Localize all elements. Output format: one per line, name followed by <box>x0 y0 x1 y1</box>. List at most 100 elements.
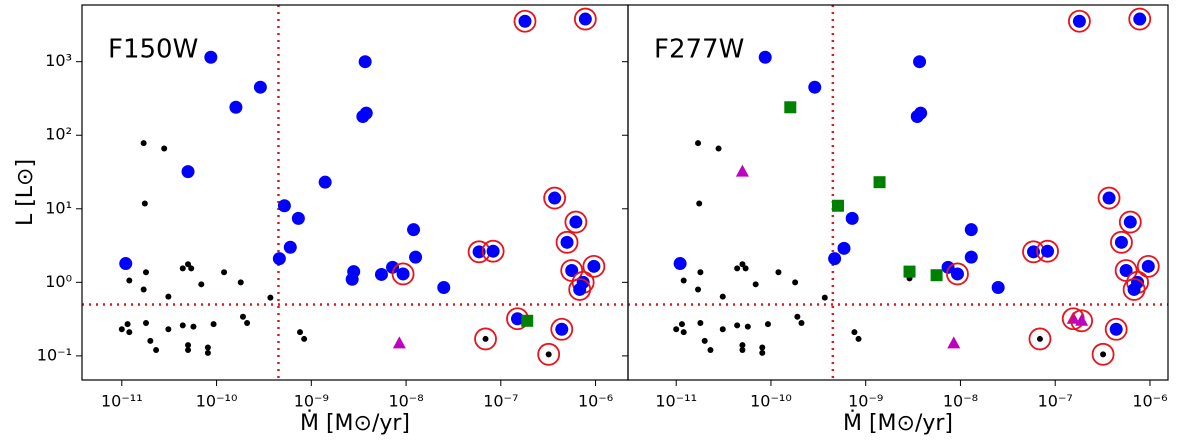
point <box>143 269 150 276</box>
point <box>1102 191 1116 205</box>
point <box>680 329 687 336</box>
point <box>1041 244 1055 258</box>
point <box>719 293 726 300</box>
point <box>752 281 759 288</box>
point <box>845 211 859 225</box>
point <box>229 100 243 114</box>
point <box>855 335 862 342</box>
point <box>140 286 147 293</box>
highlight-ring <box>1091 342 1115 366</box>
point <box>758 50 772 64</box>
point <box>318 175 332 189</box>
point <box>569 215 583 229</box>
point <box>739 261 746 268</box>
point <box>680 277 687 284</box>
point <box>126 329 133 336</box>
point <box>237 279 244 286</box>
point <box>118 326 125 333</box>
x-tick-label: 10⁻⁹ <box>848 392 883 411</box>
point <box>253 80 267 94</box>
point <box>198 281 205 288</box>
point <box>1072 14 1086 28</box>
highlight-ring <box>550 317 574 341</box>
point <box>518 14 532 28</box>
point <box>578 12 592 26</box>
point <box>409 250 423 264</box>
highlight-ring <box>474 327 497 351</box>
highlight-ring <box>568 278 592 301</box>
point <box>179 322 186 329</box>
highlight-ring <box>1067 9 1091 33</box>
y-axis-label: L [L⊙] <box>13 159 38 226</box>
point <box>185 347 192 354</box>
highlight-ring <box>1070 309 1094 333</box>
point <box>510 312 524 326</box>
point <box>775 269 782 276</box>
highlight-ring <box>1128 7 1152 31</box>
highlight-ring <box>564 210 588 234</box>
point <box>482 335 489 342</box>
point <box>119 257 133 271</box>
highlight-ring <box>1036 239 1059 263</box>
point <box>1100 351 1107 358</box>
highlight-ring <box>513 9 537 33</box>
highlight-ring <box>1114 259 1138 282</box>
point <box>828 252 842 266</box>
point <box>695 286 702 293</box>
point <box>347 265 361 279</box>
x-tick-label: 10⁻¹¹ <box>655 392 697 411</box>
point <box>165 326 172 333</box>
y-tick-label: 10⁻¹ <box>37 345 72 364</box>
point <box>673 326 680 333</box>
point <box>734 322 741 329</box>
highlight-ring <box>481 239 505 263</box>
point <box>297 329 304 336</box>
point <box>964 250 978 264</box>
point <box>739 347 746 354</box>
point <box>913 55 927 69</box>
panel-title: F150W <box>108 35 198 65</box>
point <box>734 265 741 272</box>
point <box>742 265 749 272</box>
point <box>437 281 451 295</box>
point <box>1109 322 1123 336</box>
point <box>697 319 704 326</box>
point <box>735 164 749 177</box>
point <box>190 323 197 330</box>
point <box>210 321 217 328</box>
highlight-ring <box>1097 186 1121 210</box>
point <box>719 326 726 333</box>
point <box>851 329 858 336</box>
point <box>1075 313 1089 326</box>
x-tick-label: 10⁻⁷ <box>483 392 518 411</box>
point <box>140 140 147 147</box>
point <box>565 263 579 277</box>
point <box>950 267 964 281</box>
point <box>695 140 702 147</box>
point <box>1114 235 1128 249</box>
highlight-ring <box>543 186 567 210</box>
point <box>283 240 297 254</box>
x-tick-label: 10⁻⁶ <box>578 392 613 411</box>
point <box>821 294 828 301</box>
y-tick-label: 10³ <box>45 51 72 70</box>
x-tick-label: 10⁻⁸ <box>388 392 423 411</box>
highlight-ring <box>391 262 415 286</box>
point <box>386 260 400 274</box>
point <box>181 165 195 179</box>
point <box>715 145 722 152</box>
x-tick-label: 10⁻⁹ <box>294 392 329 411</box>
point <box>359 106 373 120</box>
point <box>759 344 766 351</box>
point <box>486 244 500 258</box>
highlight-ring <box>1136 254 1160 278</box>
highlight-ring <box>1122 278 1146 301</box>
point <box>272 252 286 266</box>
point <box>696 200 703 207</box>
point <box>798 319 805 326</box>
point <box>759 349 766 356</box>
point <box>678 321 685 328</box>
x-axis-label: Ṁ [M⊙/yr] <box>300 410 410 436</box>
point <box>141 200 148 207</box>
highlight-ring <box>573 7 597 31</box>
